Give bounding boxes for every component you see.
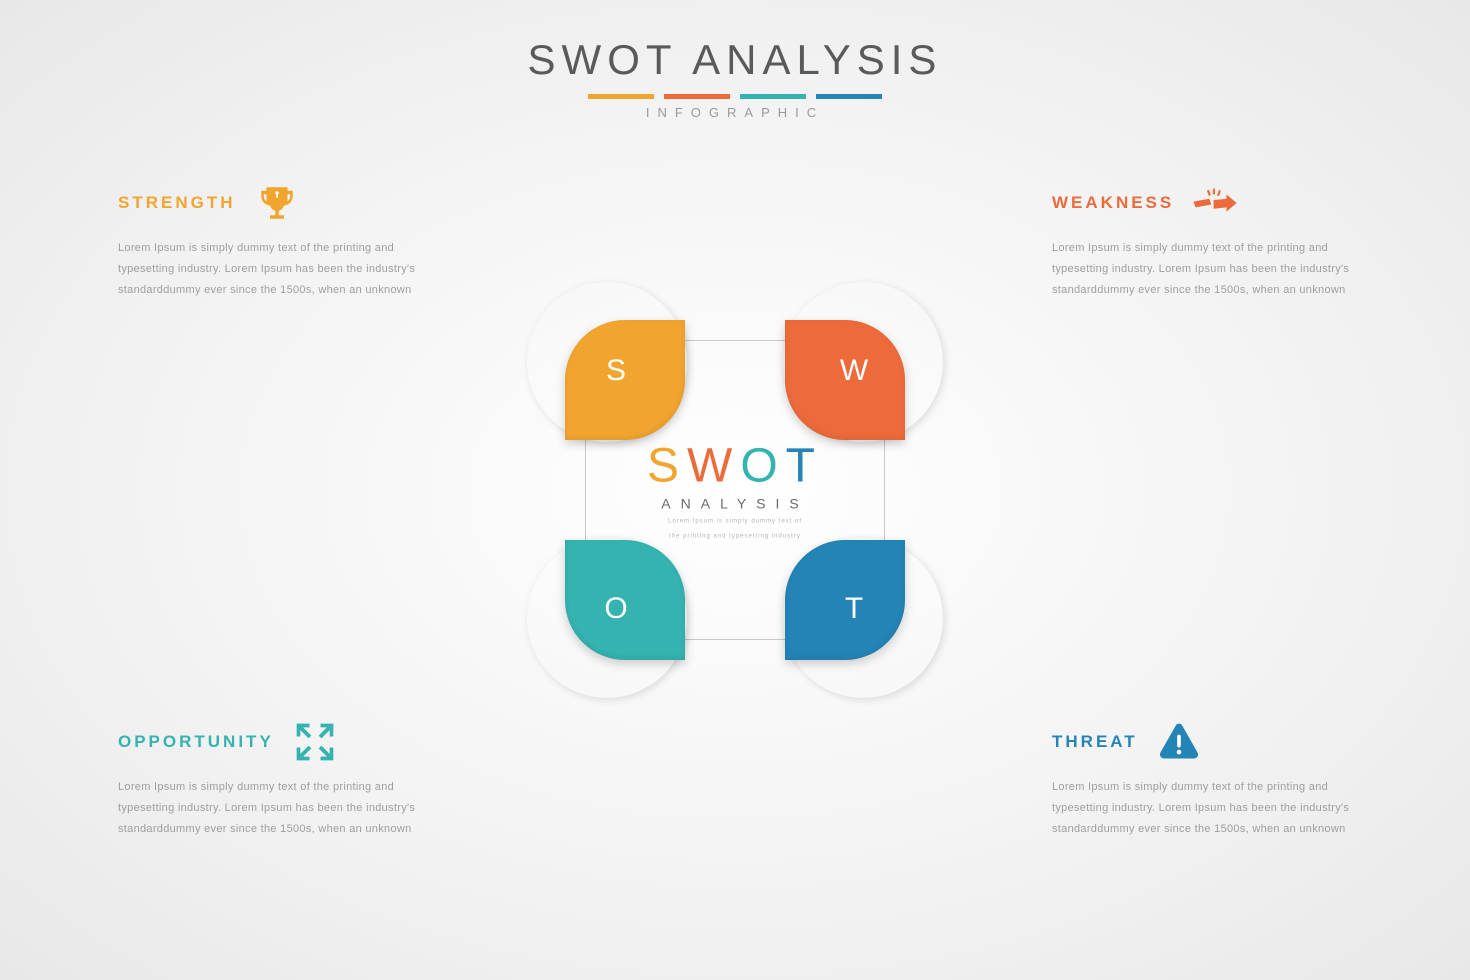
body-threat: Lorem Ipsum is simply dummy text of the … (1052, 777, 1352, 840)
block-threat: THREAT Lorem Ipsum is simply dummy text … (1052, 719, 1352, 840)
petal-strength: S (565, 320, 685, 440)
label-threat: THREAT (1052, 732, 1138, 752)
block-opportunity: OPPORTUNITY Lorem Ipsum is simply dummy … (118, 719, 418, 840)
converge-arrows-icon (292, 719, 338, 765)
center-letter-t: T (786, 439, 823, 494)
center-swot-word: SWOT (565, 439, 905, 494)
page-subtitle: INFOGRAPHIC (0, 105, 1470, 120)
petal-letter-t: T (845, 592, 863, 626)
body-weakness: Lorem Ipsum is simply dummy text of the … (1052, 238, 1352, 301)
accent-bar-s (588, 94, 654, 99)
label-strength: STRENGTH (118, 193, 236, 213)
swot-diagram: S W O T SWOT ANALYSIS Lorem Ipsum is sim… (565, 320, 905, 660)
broken-arrow-icon (1192, 180, 1238, 226)
petal-letter-o: O (604, 592, 627, 626)
accent-bar-w (664, 94, 730, 99)
center-fineprint-1: Lorem Ipsum is simply dummy text of (565, 518, 905, 527)
petal-opportunity: O (565, 540, 685, 660)
trophy-icon (254, 180, 300, 226)
body-strength: Lorem Ipsum is simply dummy text of the … (118, 238, 418, 301)
petal-letter-w: W (840, 354, 868, 388)
diagram-center-label: SWOT ANALYSIS Lorem Ipsum is simply dumm… (565, 439, 905, 542)
label-opportunity: OPPORTUNITY (118, 732, 274, 752)
center-letter-w: W (687, 439, 740, 494)
center-fineprint-2: the printing and typesetting industry (565, 533, 905, 542)
center-subtitle: ANALYSIS (565, 496, 905, 512)
header: SWOT ANALYSIS INFOGRAPHIC (0, 36, 1470, 120)
page-title: SWOT ANALYSIS (0, 36, 1470, 84)
center-letter-o: O (740, 439, 785, 494)
header-accent-bars (0, 94, 1470, 99)
block-strength: STRENGTH Lorem Ipsum is simply dummy tex… (118, 180, 418, 301)
block-weakness: WEAKNESS Lorem Ipsum is simply dummy tex… (1052, 180, 1352, 301)
petal-letter-s: S (606, 354, 626, 388)
accent-bar-o (740, 94, 806, 99)
body-opportunity: Lorem Ipsum is simply dummy text of the … (118, 777, 418, 840)
accent-bar-t (816, 94, 882, 99)
warning-icon (1156, 719, 1202, 765)
petal-threat: T (785, 540, 905, 660)
label-weakness: WEAKNESS (1052, 193, 1174, 213)
petal-weakness: W (785, 320, 905, 440)
center-letter-s: S (647, 439, 687, 494)
